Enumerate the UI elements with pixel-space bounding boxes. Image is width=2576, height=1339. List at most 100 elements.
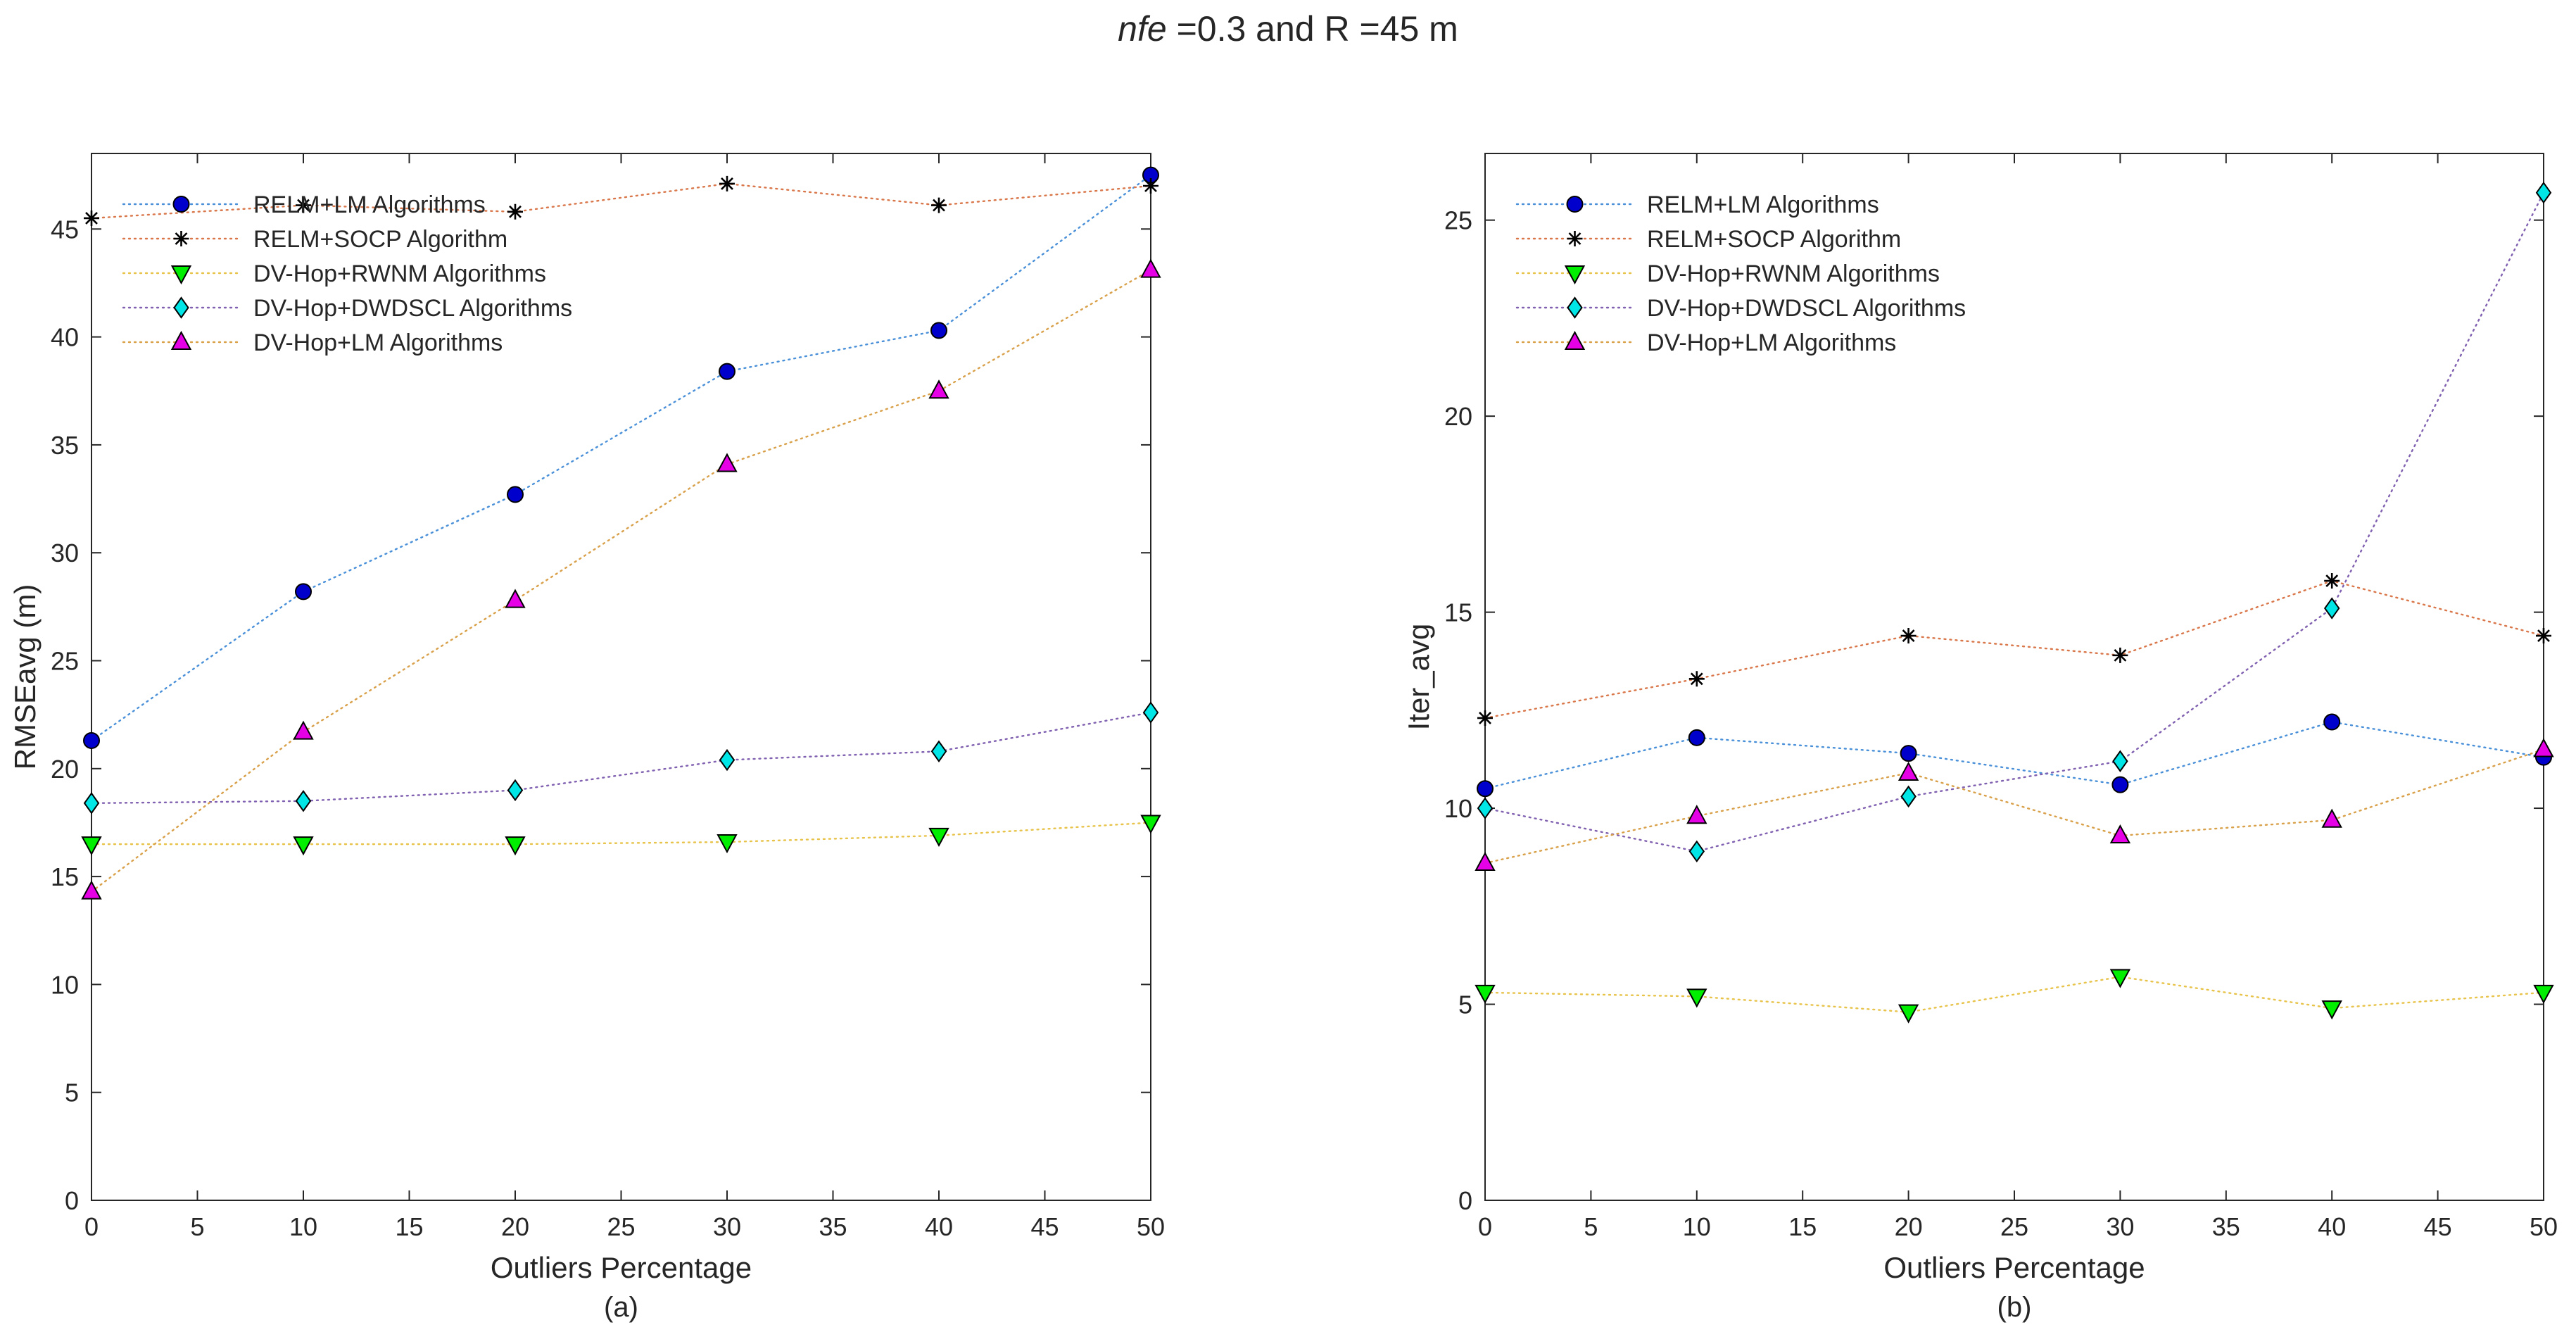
chart-a-legend-swatch-marker [173, 231, 189, 246]
chart-a-y-tick-label: 40 [51, 323, 79, 352]
chart-a-series-1-point [507, 203, 523, 220]
chart-a-series-2-point [81, 836, 102, 856]
chart-b-series-4-point [2321, 808, 2342, 828]
chart-a-x-tick-label: 0 [84, 1212, 99, 1241]
chart-b-series-2-point [2109, 969, 2131, 988]
figure-title-symbol: nfe [1118, 9, 1167, 49]
chart-a-series-0-point [719, 363, 735, 380]
chart-b-x-tick-label: 15 [1788, 1212, 1817, 1241]
chart-a-series-4-line [90, 269, 1152, 893]
chart-a-series-2-line [90, 822, 1152, 845]
chart-a-y-tick-label: 10 [51, 970, 79, 999]
chart-a-x-tick-label: 30 [713, 1212, 741, 1241]
chart-a-x-tick-label: 50 [1137, 1212, 1165, 1241]
chart-b-series-0-point [2111, 776, 2129, 793]
chart-b-x-tick-label: 35 [2212, 1212, 2240, 1241]
chart-a-legend-entry: RELM+SOCP Algorithm [253, 226, 507, 253]
chart-a-series-2-point [505, 836, 526, 856]
chart-b-legend-entry: DV-Hop+DWDSCL Algorithms [1647, 295, 1966, 322]
chart-b-series-1-line [1484, 579, 2545, 719]
chart-a-x-axis-label: Outliers Percentage [491, 1251, 752, 1284]
chart-b-series-4-point [1475, 851, 1496, 872]
chart-a-series-0-point [507, 486, 524, 503]
chart-a-series-1-point [719, 175, 735, 191]
chart-b-series-4-point [2109, 824, 2131, 844]
chart-a-series-2 [81, 815, 1161, 856]
chart-a-y-tick-label: 5 [65, 1079, 79, 1107]
chart-a-series-2-point [716, 834, 738, 854]
chart-a-series-4-point [293, 720, 314, 740]
chart-b-series-2-point [1686, 988, 1707, 1008]
chart-b-panel-label: (b) [1997, 1292, 2032, 1323]
chart-a-series-4-point [928, 379, 949, 399]
chart-a-series-3-point [930, 740, 947, 762]
chart-a-legend-entry: DV-Hop+LM Algorithms [253, 329, 503, 356]
chart-b-series-2-line [1484, 976, 2545, 1013]
chart-a-x-tick-label: 5 [190, 1212, 204, 1241]
chart-b-x-tick-label: 40 [2318, 1212, 2346, 1241]
chart-a-x-tick-label: 40 [925, 1212, 953, 1241]
chart-a-y-tick-label: 30 [51, 539, 79, 567]
figure-title: nfe =0.3 and R =45 m [1118, 9, 1458, 49]
chart-b-series-3-line [1484, 191, 2545, 853]
chart-a-legend-swatch-marker [173, 296, 189, 319]
chart-b-series-2 [1475, 969, 2554, 1024]
chart-a-panel-label: (a) [604, 1292, 638, 1323]
chart-a-series-0-point [930, 322, 947, 339]
figure-title-text: =0.3 and R =45 m [1167, 9, 1458, 49]
chart-b-legend-swatch-marker [1567, 296, 1583, 319]
chart-b-series-0-point [2323, 713, 2341, 731]
chart-b-series-1-point [2324, 573, 2340, 589]
chart-b-x-tick-label: 0 [1478, 1212, 1492, 1241]
chart-b-series-0-point [1688, 729, 1705, 746]
chart-a-series-3-point [507, 779, 524, 802]
chart-b-y-tick-label: 0 [1458, 1186, 1472, 1215]
chart-b-series-3-point [1900, 785, 1917, 808]
chart-b-x-tick-label: 45 [2424, 1212, 2452, 1241]
chart-b-series-0-point [1900, 745, 1917, 762]
chart-b-series-2-point [2533, 984, 2554, 1004]
chart-a-series-4-point [716, 453, 738, 472]
chart-b-series-2-point [2321, 1000, 2342, 1020]
chart-b-x-tick-label: 50 [2530, 1212, 2558, 1241]
chart-b-legend-swatch-marker [1566, 196, 1584, 213]
chart-b-y-tick-label: 15 [1444, 598, 1472, 627]
chart-b-series-3 [1477, 181, 2552, 863]
chart-b-series-1-point [2112, 647, 2128, 663]
chart-b-series-1-point [1688, 671, 1705, 687]
chart-a-x-tick-label: 25 [607, 1212, 635, 1241]
chart-a-legend-swatch-marker [170, 330, 192, 350]
chart-a-series-1-point [931, 197, 947, 213]
chart-a-series-3-point [295, 790, 312, 812]
chart-a-series-0-point [83, 731, 100, 749]
chart-a-legend-entry: RELM+LM Algorithms [253, 191, 486, 218]
chart-a-y-tick-label: 15 [51, 862, 79, 891]
chart-b-y-tick-label: 10 [1444, 794, 1472, 823]
chart-b-x-tick-label: 25 [2000, 1212, 2028, 1241]
chart-a-y-axis-label: RMSEavg (m) [8, 584, 42, 770]
chart-a-series-0-point [295, 583, 312, 601]
chart-b-legend: RELM+LM Algorithms RELM+SOCP Algorithm DV-… [1515, 191, 1966, 356]
chart-b-y-axis-label: Iter_avg [1402, 624, 1435, 731]
chart-a-series-1-point [84, 210, 99, 226]
chart-a-x-tick-label: 10 [289, 1212, 317, 1241]
chart-a-x-tick-label: 35 [819, 1212, 847, 1241]
chart-b-series-2-point [1898, 1004, 1919, 1024]
chart-b-series-3-point [2112, 750, 2128, 772]
chart-b-series-0-line [1484, 721, 2545, 790]
chart-a-x-tick-label: 45 [1030, 1212, 1059, 1241]
chart-a-series-3-point [83, 792, 100, 815]
chart-b-series-0 [1477, 713, 2552, 798]
chart-b-series-1-point [1900, 628, 1917, 644]
chart-b-y-tick-label: 25 [1444, 206, 1472, 235]
chart-b-y-tick-label: 5 [1458, 991, 1472, 1019]
chart-b-series-1-point [2536, 628, 2551, 644]
chart-a-series-1-point [296, 197, 311, 213]
chart-a-series-0 [83, 166, 1159, 749]
chart-a-series-4-point [505, 589, 526, 608]
chart-b-x-tick-label: 20 [1895, 1212, 1923, 1241]
chart-b: 0 5 10 15 20 25 30 35 40 45 50 0 5 10 15 20 25 Outliers P… [1402, 153, 2558, 1323]
chart-a-series-3-line [90, 711, 1152, 805]
chart-b-series-3-point [1688, 840, 1705, 863]
